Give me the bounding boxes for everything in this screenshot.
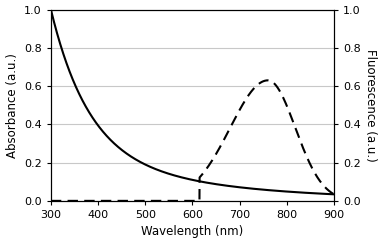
X-axis label: Wavelength (nm): Wavelength (nm) — [141, 225, 244, 238]
Y-axis label: Fluorescence (a.u.): Fluorescence (a.u.) — [365, 49, 377, 162]
Y-axis label: Absorbance (a.u.): Absorbance (a.u.) — [6, 53, 18, 158]
